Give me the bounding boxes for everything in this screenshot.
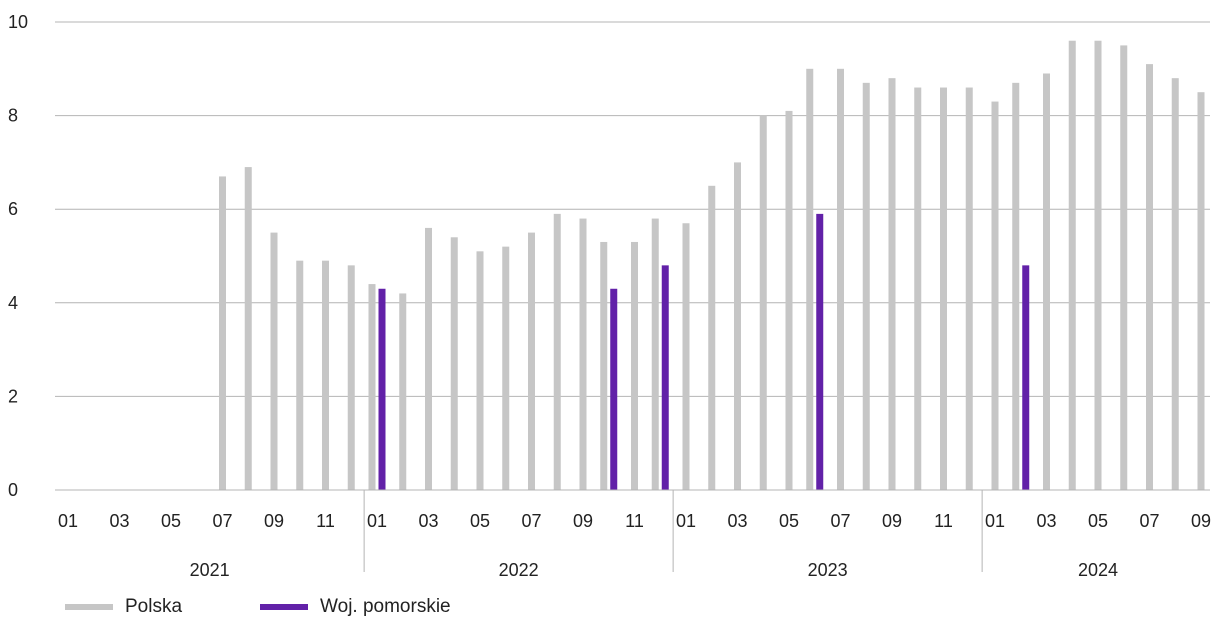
- bar-polska: [862, 82, 870, 490]
- x-tick-label: 11: [316, 511, 335, 531]
- x-tick-label: 05: [779, 511, 799, 531]
- bar-polska: [1043, 73, 1050, 490]
- bar-polska: [322, 260, 329, 490]
- bar-pomorskie: [378, 288, 386, 490]
- bar-polska: [600, 241, 608, 490]
- chart-svg: 0 2 4 6 8 10 01 03 05 07 09 11 01 03 05 07 09 11 01 03 05 07…: [8, 12, 1211, 580]
- bar-polska: [734, 162, 741, 490]
- x-tick-label: 03: [109, 511, 129, 531]
- legend-label-polska: Polska: [125, 596, 183, 617]
- y-tick-label: 2: [8, 386, 18, 406]
- x-tick-label: 07: [521, 511, 541, 531]
- x-tick-label: 09: [264, 511, 284, 531]
- x-tick-label: 09: [573, 511, 593, 531]
- x-tick-label: 03: [418, 511, 438, 531]
- x-tick-label: 03: [727, 511, 747, 531]
- bar-polska: [965, 87, 973, 491]
- bar-pomorskie: [610, 288, 618, 490]
- legend-swatch-pomorskie: [260, 604, 309, 610]
- bar-polska: [806, 68, 814, 491]
- bar-polska: [1197, 92, 1205, 490]
- y-tick-label: 4: [8, 293, 18, 313]
- bar-polska: [1094, 40, 1102, 490]
- x-tick-label: 01: [58, 511, 78, 531]
- bar-polska: [940, 87, 947, 491]
- bar-polska: [425, 227, 432, 491]
- legend-item-polska: Polska: [65, 596, 182, 618]
- bar-polska: [1012, 82, 1020, 490]
- x-tick-label: 01: [985, 511, 1005, 531]
- y-tick-label: 0: [8, 480, 18, 500]
- x-tick-label: 09: [1191, 511, 1211, 531]
- x-tick-label: 09: [882, 511, 902, 531]
- bar-polska: [759, 115, 767, 490]
- x-tick-label: 01: [367, 511, 387, 531]
- x-tick-label: 05: [470, 511, 490, 531]
- bar-polska: [270, 232, 278, 490]
- bar-polska: [219, 176, 226, 490]
- bar-polska: [785, 110, 793, 491]
- legend: Polska Woj. pomorskie: [65, 596, 529, 618]
- x-tick-label: 11: [625, 511, 644, 531]
- bar-polska: [450, 237, 458, 490]
- bar-polska: [914, 87, 922, 491]
- bar-polska: [244, 167, 252, 490]
- x-axis: 01 03 05 07 09 11 01 03 05 07 09 11 01 03 05 07 09 11 01 03…: [55, 489, 1211, 580]
- bar-polska: [682, 223, 690, 491]
- legend-item-pomorskie: Woj. pomorskie: [260, 596, 451, 618]
- bar-polska: [528, 232, 535, 490]
- bar-pomorskie: [661, 265, 669, 490]
- year-label: 2023: [808, 560, 848, 580]
- bar-polska: [347, 265, 355, 490]
- bar-polska: [368, 284, 376, 490]
- year-label: 2022: [499, 560, 539, 580]
- x-tick-label: 07: [830, 511, 850, 531]
- bar-pomorskie: [816, 213, 824, 490]
- bar-polska: [502, 246, 510, 490]
- bar-polska: [296, 260, 304, 490]
- bar-polska: [708, 185, 716, 491]
- bar-polska: [1146, 64, 1153, 491]
- legend-swatch-polska: [65, 604, 113, 610]
- bar-polska: [476, 251, 484, 490]
- bar-polska: [631, 241, 638, 490]
- x-tick-label: 01: [676, 511, 696, 531]
- y-axis-ticks: 0 2 4 6 8 10: [8, 12, 28, 500]
- bar-polska: [888, 78, 896, 490]
- year-label: 2024: [1078, 560, 1118, 580]
- x-tick-label: 05: [1088, 511, 1108, 531]
- y-tick-label: 8: [8, 106, 18, 126]
- y-tick-label: 6: [8, 199, 18, 219]
- bar-polska: [991, 101, 999, 490]
- bar-marks: [219, 40, 1205, 491]
- bar-polska: [1171, 78, 1179, 490]
- year-label: 2021: [190, 560, 230, 580]
- y-tick-label: 10: [8, 12, 28, 32]
- bar-polska: [837, 68, 844, 491]
- bar-polska: [553, 213, 561, 490]
- bar-polska: [399, 293, 407, 490]
- x-tick-label: 07: [1139, 511, 1159, 531]
- x-tick-label: 11: [934, 511, 953, 531]
- x-tick-label: 03: [1036, 511, 1056, 531]
- bar-polska: [651, 218, 659, 490]
- bar-polska: [1068, 40, 1076, 490]
- bar-polska: [579, 218, 587, 490]
- legend-label-pomorskie: Woj. pomorskie: [320, 596, 451, 617]
- bar-polska: [1120, 45, 1128, 491]
- bar-pomorskie: [1022, 265, 1030, 490]
- x-tick-label: 05: [161, 511, 181, 531]
- x-tick-label: 07: [212, 511, 232, 531]
